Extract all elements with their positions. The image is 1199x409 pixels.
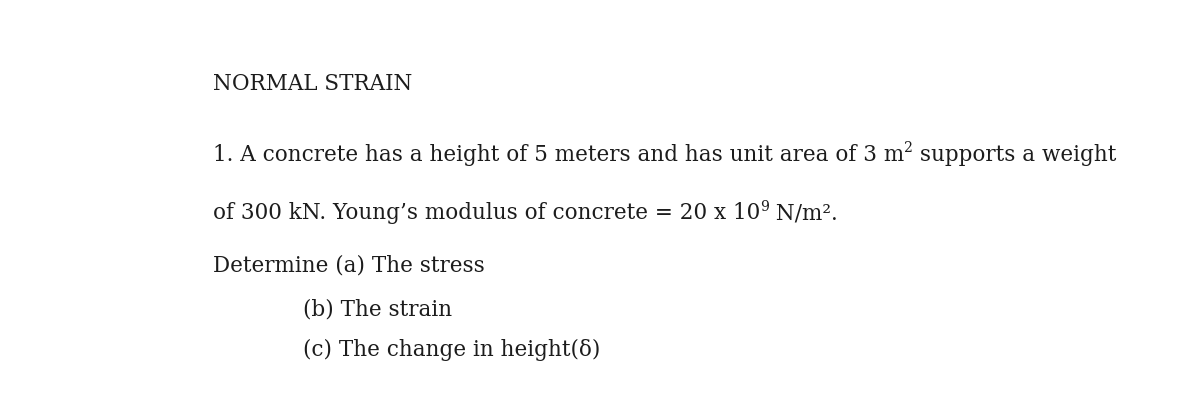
Text: supports a weight: supports a weight [914,144,1116,166]
Text: 1. A concrete has a height of 5 meters and has unit area of 3 m: 1. A concrete has a height of 5 meters a… [213,144,904,166]
Text: (b) The strain: (b) The strain [303,298,452,320]
Text: (c) The change in height(δ): (c) The change in height(δ) [303,339,601,361]
Text: 9: 9 [760,200,770,213]
Text: N/m².: N/m². [770,202,838,224]
Text: NORMAL STRAIN: NORMAL STRAIN [213,73,412,95]
Text: of 300 kN. Young’s modulus of concrete = 20 x 10: of 300 kN. Young’s modulus of concrete =… [213,202,760,224]
Text: Determine (a) The stress: Determine (a) The stress [213,254,484,276]
Text: 2: 2 [904,142,914,155]
